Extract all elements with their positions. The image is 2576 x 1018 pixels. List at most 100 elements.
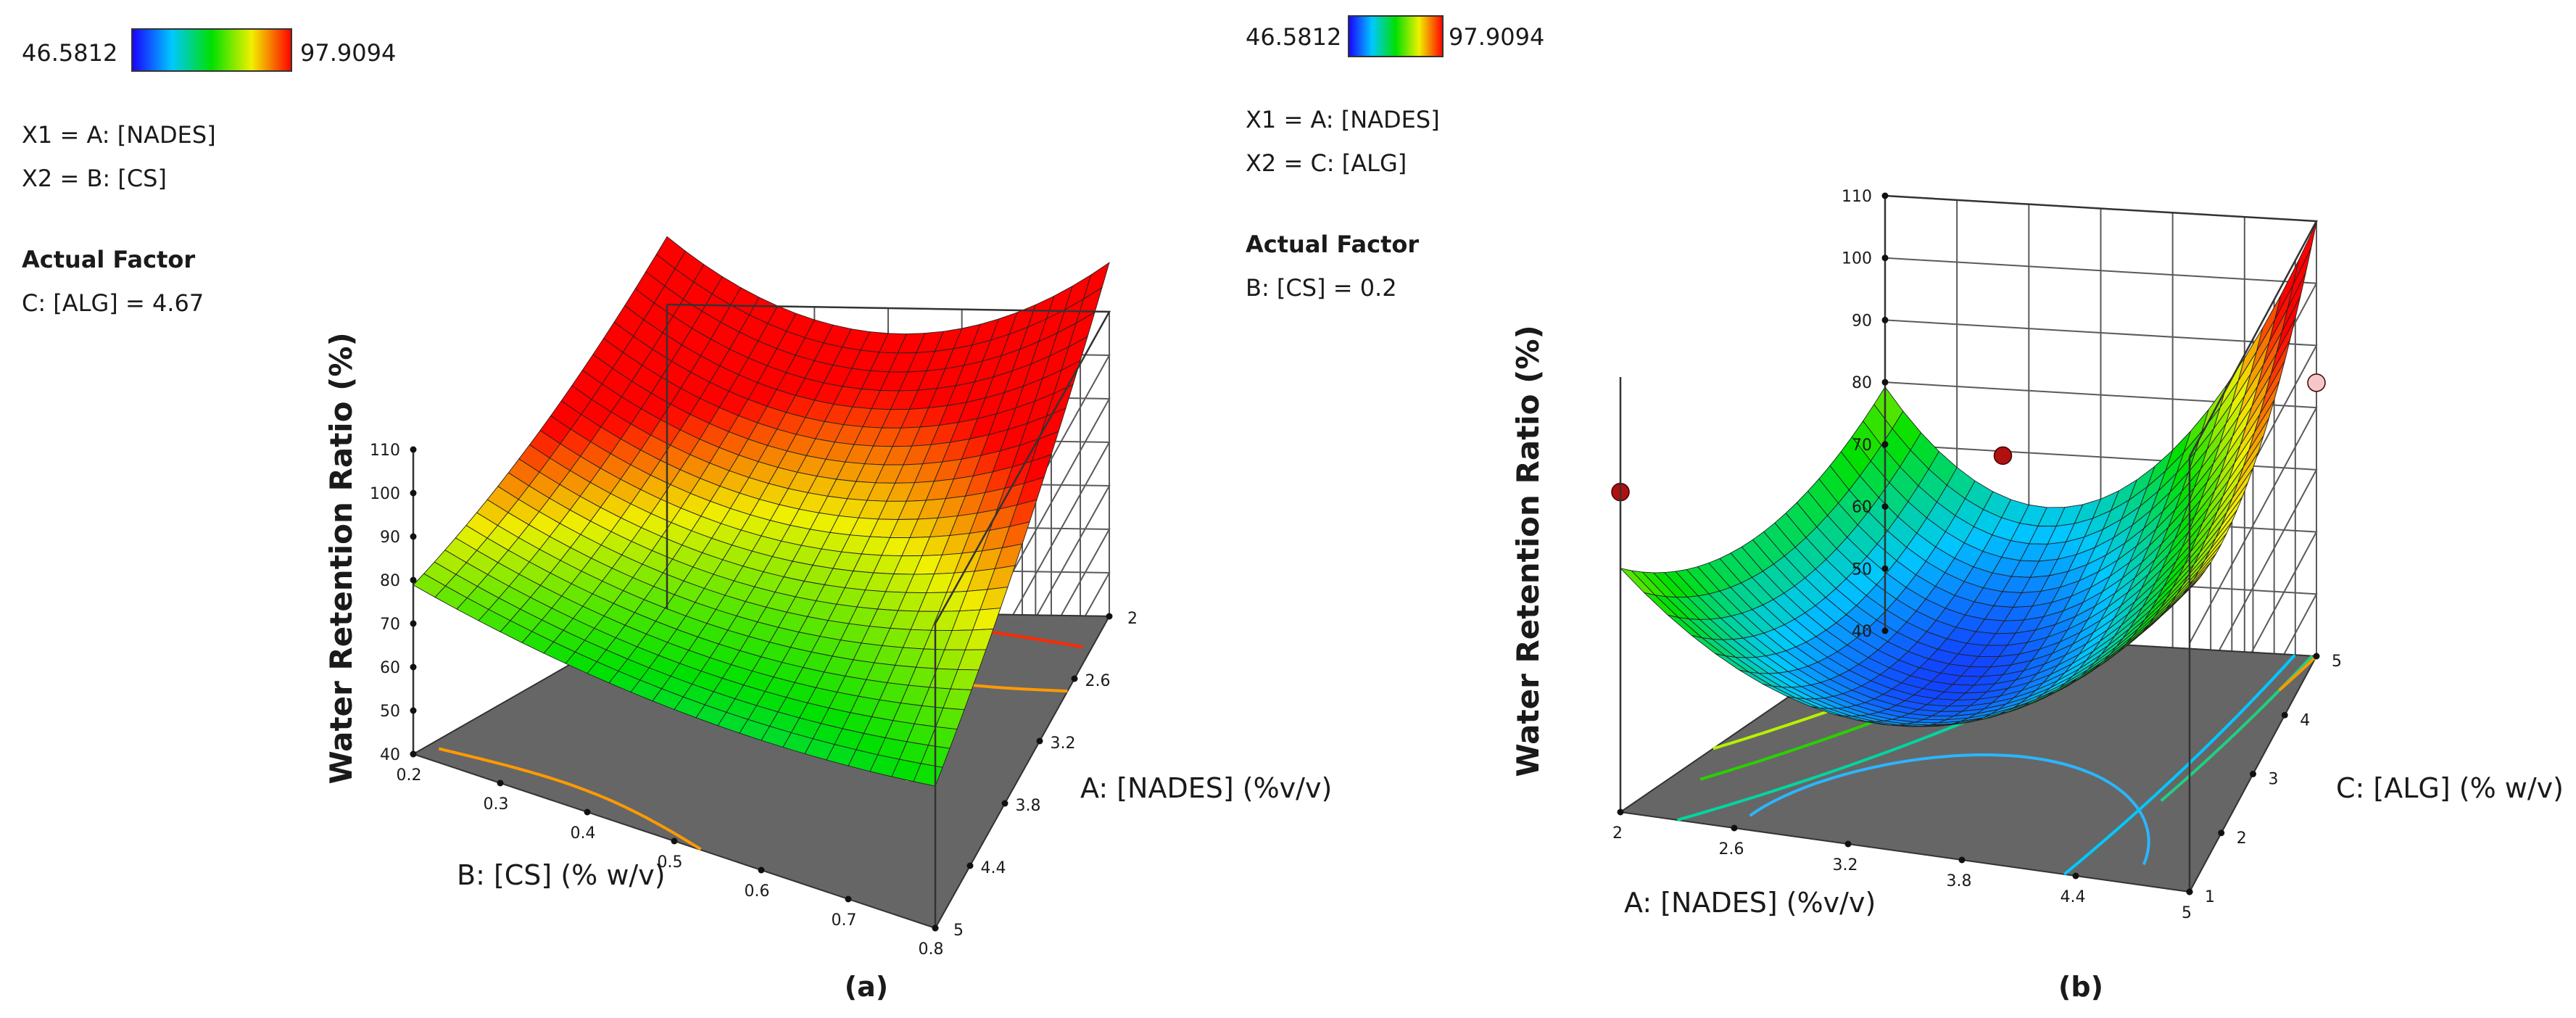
z-tick-mark (410, 446, 417, 453)
top-edge (666, 303, 1111, 624)
response-surface-b (1619, 223, 2317, 727)
y-tick-mark (1106, 613, 1113, 620)
colorbar-min-label-b: 46.5812 (1246, 23, 1341, 51)
z-tick-mark (1881, 378, 1889, 386)
contour-line (2278, 655, 2318, 692)
z-tick-mark (1881, 255, 1889, 262)
x-tick-mark (845, 895, 852, 903)
y-tick-mark (2218, 829, 2225, 837)
z-tick-mark (1881, 503, 1889, 510)
y-tick-mark (932, 924, 939, 932)
z-tick-label: 70 (1852, 436, 1872, 455)
actual-factor-title-a: Actual Factor (22, 246, 195, 273)
z-tick-label: 80 (1852, 374, 1872, 392)
x-tick-mark (584, 808, 591, 816)
colorbar-max-label-b: 97.9094 (1449, 23, 1544, 51)
x-tick-label: 2.6 (1719, 840, 1744, 858)
y-tick-label: 2.6 (1085, 672, 1111, 690)
z-tick-mark (1881, 192, 1889, 199)
z-tick-mark (1881, 316, 1889, 323)
y-tick-mark (2281, 711, 2288, 719)
colorbar-max-label-a: 97.9094 (300, 39, 396, 67)
colorbar-a (131, 28, 292, 72)
z-tick-label: 70 (380, 616, 400, 634)
z-tick-mark (410, 489, 417, 497)
y-axis-title-b: C: [ALG] (% w/v) (2336, 772, 2564, 804)
y-tick-label: 3.8 (1016, 797, 1041, 815)
z-tick-label: 110 (1842, 188, 1872, 206)
z-tick-mark (410, 620, 417, 627)
surface-cell (413, 573, 447, 598)
actual-factor-value-a: C: [ALG] = 4.67 (22, 289, 204, 317)
z-tick-mark (410, 576, 417, 584)
x-tick-mark (758, 866, 765, 874)
z-tick-label: 90 (380, 529, 400, 547)
y-tick-mark (1071, 675, 1078, 682)
x-tick-label: 0.3 (484, 795, 509, 814)
y-tick-label: 5 (2332, 653, 2342, 671)
factor-x1-label-b: X1 = A: [NADES] (1246, 106, 1440, 133)
x-tick-label: 0.7 (832, 911, 857, 930)
y-tick-label: 3.2 (1051, 734, 1076, 753)
frame-edges-b (1619, 194, 2319, 892)
x-tick-mark (2072, 872, 2079, 880)
x-tick-mark (410, 750, 417, 758)
y-tick-mark (966, 862, 974, 869)
x-tick-label: 0.5 (658, 853, 683, 872)
z-tick-label: 80 (380, 572, 400, 590)
x-axis-title-a: B: [CS] (% w/v) (457, 859, 666, 891)
y-tick-mark (2186, 888, 2193, 895)
z-axis-title-b: Water Retention Ratio (%) (1510, 325, 1546, 777)
y-tick-label: 4 (2300, 711, 2310, 729)
y-tick-label: 3 (2269, 771, 2279, 789)
y-axis-title-a: A: [NADES] (%v/v) (1080, 772, 1332, 804)
colorbar-b (1348, 15, 1444, 57)
x-tick-mark (497, 779, 504, 787)
y-tick-label: 4.4 (981, 859, 1006, 877)
z-tick-label: 100 (370, 485, 400, 503)
z-tick-mark (410, 707, 417, 714)
x-tick-label: 3.2 (1833, 856, 1858, 874)
z-tick-label: 90 (1852, 312, 1872, 330)
y-tick-mark (2313, 653, 2320, 660)
x-tick-label: 3.8 (1947, 872, 1972, 890)
factor-x1-label-a: X1 = A: [NADES] (22, 121, 216, 149)
z-tick-mark (1881, 627, 1889, 634)
frame-edges-a (412, 303, 1111, 928)
x-tick-mark (1617, 808, 1624, 816)
x-tick-label: 0.2 (397, 766, 422, 785)
design-point (2307, 373, 2326, 392)
x-tick-mark (1958, 856, 1966, 864)
contour-line (438, 747, 702, 851)
z-tick-label: 40 (380, 746, 400, 764)
surface-cell (1619, 567, 1656, 596)
chart-panel-a: 40 50 60 70 80 90 100 110 0.2 0.3 0.4 0.5 0.6 0.7 0.8 5… (22, 28, 1332, 1003)
y-tick-label: 2 (1127, 610, 1138, 628)
factor-x2-label-b: X2 = C: [ALG] (1246, 149, 1407, 177)
x-tick-label: 0.8 (919, 940, 944, 959)
z-tick-label: 110 (370, 442, 400, 460)
x-tick-label: 0.4 (571, 824, 596, 843)
design-point (1993, 446, 2013, 465)
factor-x2-label-a: X2 = B: [CS] (22, 165, 167, 192)
y-tick-label: 5 (953, 922, 964, 940)
x-tick-mark (671, 837, 678, 845)
z-tick-label: 60 (1852, 499, 1872, 517)
z-tick-mark (1881, 441, 1889, 448)
response-surface-a (413, 236, 1110, 787)
y-tick-label: 2 (2237, 829, 2247, 848)
z-tick-label: 100 (1842, 250, 1872, 268)
z-tick-mark (410, 533, 417, 540)
z-tick-label: 40 (1852, 623, 1872, 641)
x-axis-title-b: A: [NADES] (%v/v) (1624, 887, 1876, 919)
x-tick-mark (1731, 824, 1738, 832)
y-tick-mark (1001, 800, 1009, 807)
contour-line (2063, 653, 2296, 876)
z-tick-mark (410, 663, 417, 671)
actual-factor-value-b: B: [CS] = 0.2 (1246, 274, 1397, 302)
z-tick-label: 60 (380, 659, 400, 677)
colorbar-min-label-a: 46.5812 (22, 39, 117, 67)
